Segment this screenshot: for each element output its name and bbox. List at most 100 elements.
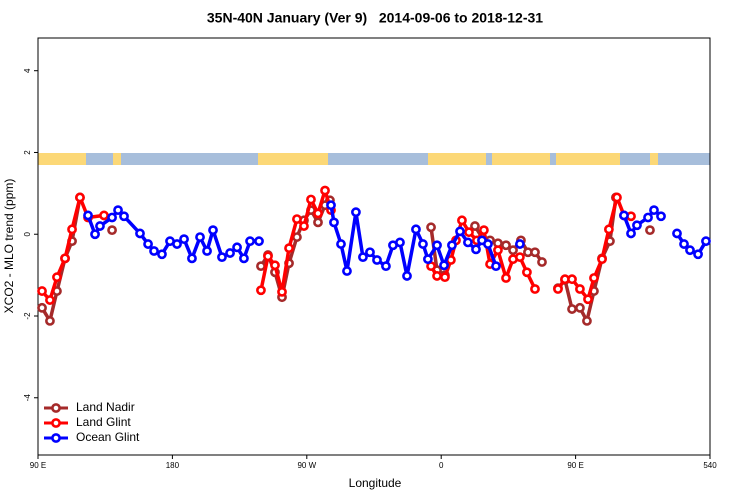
point (284, 243, 294, 254)
point (342, 266, 352, 276)
point (656, 211, 666, 222)
point (225, 248, 235, 258)
series (83, 200, 711, 281)
point (67, 224, 77, 235)
point (381, 261, 391, 272)
point (619, 210, 629, 221)
point (52, 272, 62, 283)
point (470, 221, 480, 231)
point (90, 229, 100, 240)
y-tick-label: 2 (23, 150, 32, 155)
point (411, 224, 421, 235)
point (254, 236, 264, 247)
point (508, 245, 518, 256)
land-strip (113, 153, 121, 165)
point (306, 194, 316, 205)
point (37, 302, 47, 313)
point (329, 217, 339, 228)
point (217, 252, 227, 263)
point (83, 210, 93, 221)
point (292, 214, 302, 225)
point (583, 294, 593, 305)
point (143, 239, 153, 249)
point (107, 225, 117, 236)
land-strip (428, 153, 486, 165)
point (432, 271, 442, 281)
point (447, 240, 457, 251)
point (649, 205, 659, 216)
x-tick-label: 90 E (30, 461, 46, 470)
point (582, 316, 592, 326)
point (187, 253, 197, 264)
land-strip (38, 153, 86, 165)
land-strip (556, 153, 620, 165)
point (514, 252, 525, 263)
y-tick-label: -4 (23, 394, 32, 402)
point (149, 246, 159, 256)
point (567, 274, 577, 285)
point (45, 295, 55, 305)
point (501, 240, 511, 251)
y-tick-label: 4 (23, 68, 32, 73)
x-tick-label: 90 W (297, 461, 316, 470)
legend-marker (51, 418, 61, 428)
point (119, 211, 129, 222)
series (37, 185, 636, 305)
point (107, 212, 117, 223)
point (626, 228, 636, 239)
point (463, 237, 473, 248)
point (471, 244, 481, 255)
point (336, 239, 346, 249)
point (320, 185, 330, 196)
point (501, 273, 511, 283)
point (239, 253, 249, 264)
point (553, 284, 563, 294)
legend-label: Land Nadir (76, 400, 135, 414)
point (693, 249, 703, 260)
point (157, 249, 167, 260)
point (604, 224, 614, 235)
plot-frame (37, 37, 711, 456)
y-tick-label: -2 (23, 312, 32, 320)
legend-label: Land Glint (76, 415, 131, 429)
point (113, 205, 123, 216)
x-axis-label: Longitude (349, 476, 402, 490)
point (358, 252, 368, 263)
legend-label: Ocean Glint (76, 430, 140, 444)
point (679, 239, 689, 249)
point (313, 208, 323, 219)
point (232, 242, 242, 253)
point (483, 239, 493, 249)
point (256, 285, 266, 296)
point (365, 247, 375, 258)
point (493, 245, 503, 256)
point (457, 215, 467, 226)
point (537, 257, 547, 267)
point (643, 212, 653, 223)
y-axis-label: XCO2 - MLO trend (ppm) (2, 179, 16, 314)
point (530, 284, 540, 294)
land-ocean-strip (38, 153, 710, 165)
point (432, 240, 442, 251)
point (245, 236, 255, 247)
land-strip (258, 153, 328, 165)
y-tick-label: 0 (23, 231, 32, 236)
point (195, 232, 205, 242)
legend-marker (51, 403, 61, 413)
point (575, 302, 585, 313)
point (95, 221, 105, 231)
point (256, 261, 266, 272)
point (612, 192, 622, 203)
point (270, 260, 280, 271)
point (179, 234, 189, 245)
point (632, 220, 642, 231)
point (263, 251, 273, 262)
point (60, 253, 70, 264)
point (701, 236, 711, 247)
point (645, 225, 655, 236)
point (491, 261, 501, 272)
point (402, 271, 412, 281)
point (313, 217, 323, 228)
